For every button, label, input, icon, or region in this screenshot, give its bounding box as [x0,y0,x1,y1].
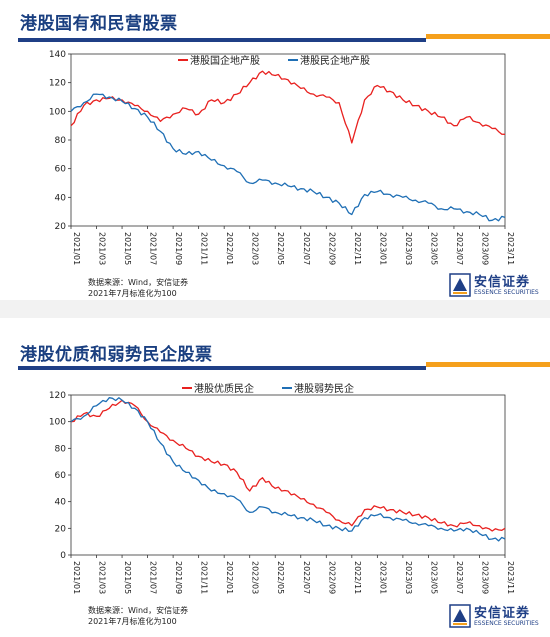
y-tick-label: 100 [49,107,66,117]
legend-label: 港股国企地产股 [190,54,260,67]
x-tick-label: 2021/01 [72,561,81,594]
x-tick-label: 2021/11 [200,561,209,594]
logo-text-cn: 安信证券 [474,606,531,621]
y-tick-label: 80 [55,444,67,454]
logo-mark-icon [449,604,471,628]
chart-1-title: 港股国有和民营股票 [20,14,178,34]
x-tick-label: 2023/09 [480,561,489,594]
title-rule-orange [426,362,550,367]
title-rule-blue [18,366,426,370]
x-tick-label: 2023/05 [429,561,438,594]
chart-2-source: 数据来源：Wind，安信证券 2021年7月标准化为100 [88,605,188,627]
y-tick-label: 120 [49,79,66,89]
y-tick-label: 60 [55,165,67,175]
x-tick-label: 2023/07 [455,232,464,265]
y-tick-label: 20 [55,222,67,232]
x-tick-label: 2023/01 [378,232,387,265]
x-tick-label: 2022/09 [327,232,336,265]
legend-label: 港股优质民企 [194,382,254,395]
x-tick-label: 2021/01 [72,232,81,265]
x-tick-label: 2023/09 [480,232,489,265]
y-tick-label: 20 [55,524,67,534]
x-tick-label: 2022/01 [225,561,234,594]
logo-text-en: ESSENCE SECURITIES [474,620,539,627]
y-tick-label: 140 [49,50,66,60]
x-tick-label: 2022/11 [353,232,362,265]
chart-2-title: 港股优质和弱势民企股票 [20,345,213,365]
x-tick-label: 2021/07 [149,232,158,265]
x-tick-label: 2021/05 [123,232,132,265]
chart-panel-1: 港股国有和民营股票 20 40 60 80 100 120 140 2021/01 2021/0… [0,0,550,318]
y-tick-label: 120 [49,391,66,401]
title-rule-orange [426,34,550,39]
line-chart-1: 20 40 60 80 100 120 140 2021/01 2021/03 2021/05 20… [49,50,515,265]
x-tick-label: 2022/11 [353,561,362,594]
y-tick-label: 60 [55,471,67,481]
source-line-1: 数据来源：Wind，安信证券 [88,606,189,615]
series-line-2 [70,93,506,222]
line-chart-2: 0 20 40 60 80 100 120 2021/01 2021/03 2021/05 2021… [49,382,515,594]
source-line-1: 数据来源：Wind，安信证券 [88,278,189,287]
series-line-1 [70,70,506,144]
y-tick-label: 40 [55,193,67,203]
x-tick-label: 2023/05 [429,232,438,265]
source-line-2: 2021年7月标准化为100 [88,289,177,298]
series-line-1 [70,399,506,532]
x-tick-label: 2023/11 [506,561,515,594]
source-line-2: 2021年7月标准化为100 [88,617,177,626]
chart-panel-2: 港股优质和弱势民企股票 0 20 40 60 80 100 120 2021/01 2021/0… [0,318,550,636]
x-tick-label: 2022/09 [327,561,336,594]
y-tick-label: 40 [55,498,67,508]
logo-text-en: ESSENCE SECURITIES [474,289,539,296]
x-tick-label: 2022/07 [302,561,311,594]
logo-mark-icon [449,273,471,297]
plot-frame [70,394,506,556]
x-tick-label: 2021/09 [174,561,183,594]
series-line-2 [70,397,506,542]
x-tick-label: 2022/01 [225,232,234,265]
x-tick-label: 2021/09 [174,232,183,265]
x-tick-label: 2021/03 [98,561,107,594]
chart-1-source: 数据来源：Wind，安信证券 2021年7月标准化为100 [88,277,188,299]
legend-label: 港股民企地产股 [300,54,370,67]
panel-divider [0,300,550,318]
x-tick-label: 2021/07 [149,561,158,594]
y-tick-label: 0 [60,551,66,561]
x-tick-label: 2023/01 [378,561,387,594]
x-tick-label: 2021/03 [98,232,107,265]
brand-logo: 安信证券 ESSENCE SECURITIES [449,270,545,300]
x-tick-label: 2022/05 [276,561,285,594]
x-tick-label: 2023/07 [455,561,464,594]
x-tick-label: 2023/11 [506,232,515,265]
x-tick-label: 2023/03 [404,232,413,265]
x-tick-label: 2022/03 [251,232,260,265]
y-tick-label: 100 [49,418,66,428]
legend-label: 港股弱势民企 [294,382,354,395]
x-tick-label: 2022/03 [251,561,260,594]
brand-logo: 安信证券 ESSENCE SECURITIES [449,601,545,631]
x-tick-label: 2023/03 [404,561,413,594]
x-tick-label: 2022/07 [302,232,311,265]
y-tick-label: 80 [55,136,67,146]
logo-text-cn: 安信证券 [474,275,531,290]
title-rule-blue [18,38,426,42]
x-tick-label: 2021/11 [200,232,209,265]
x-tick-label: 2022/05 [276,232,285,265]
x-tick-label: 2021/05 [123,561,132,594]
